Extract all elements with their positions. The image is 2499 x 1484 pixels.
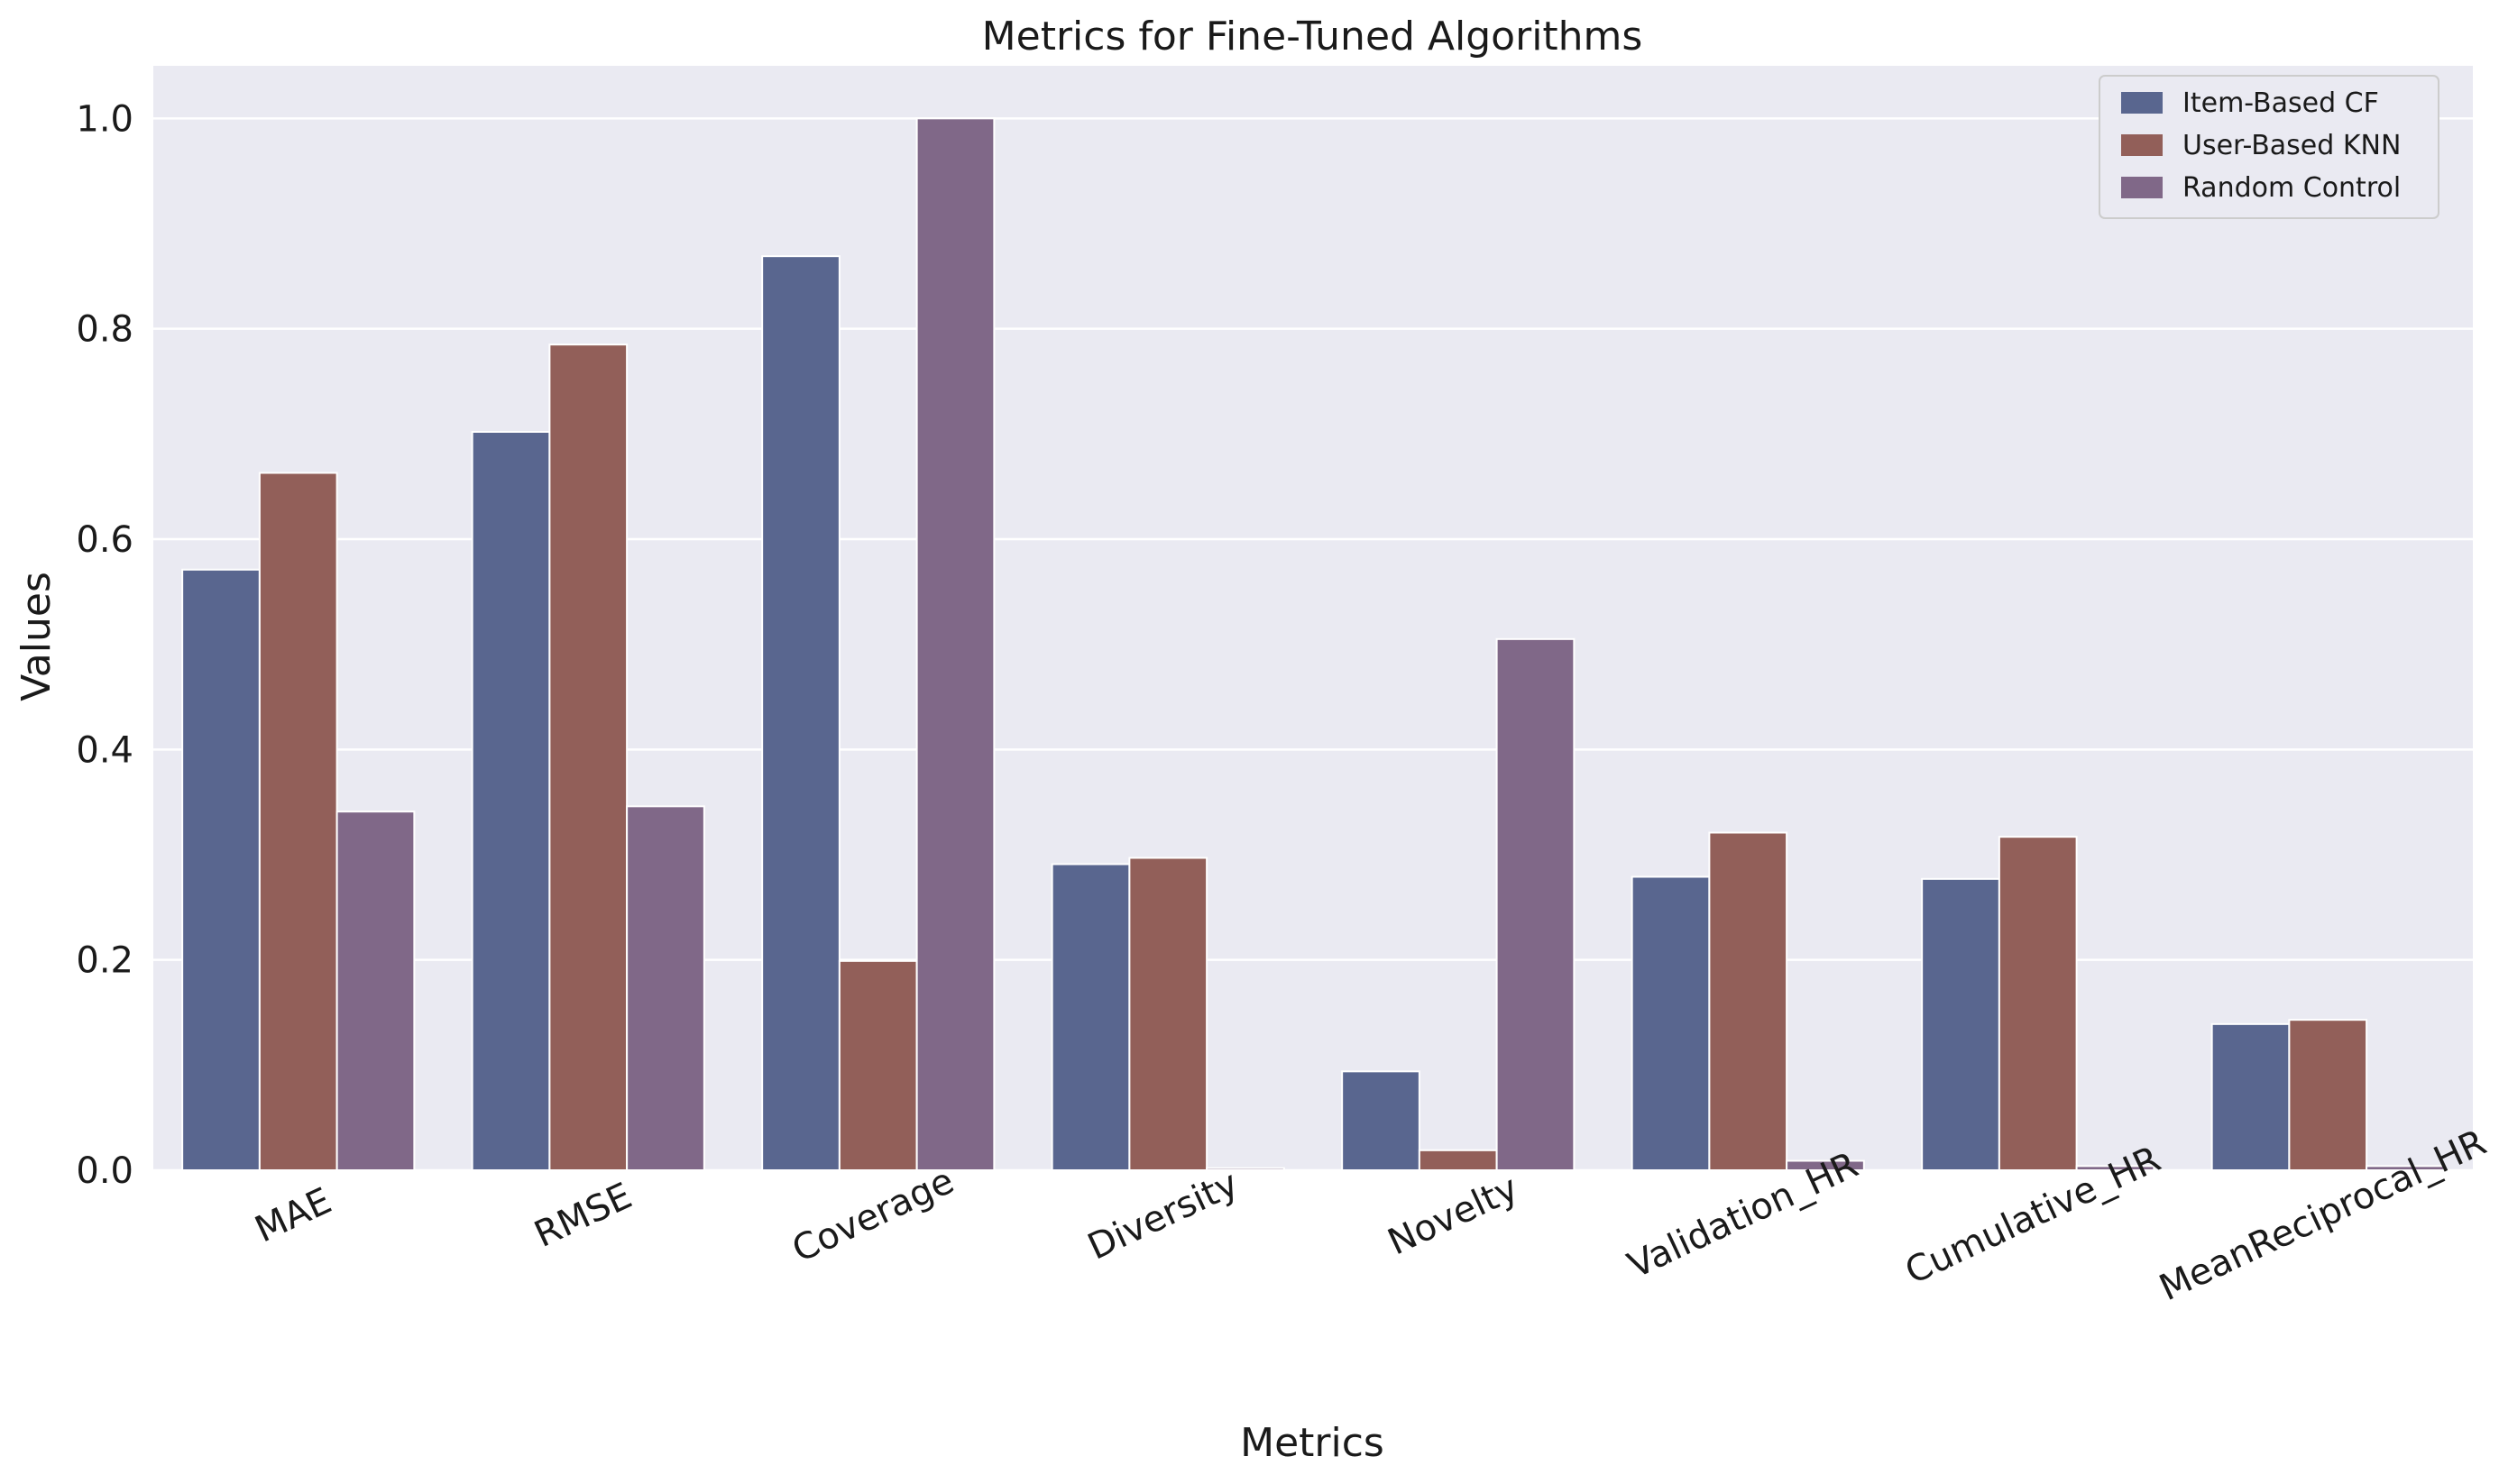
x-axis-label: Metrics xyxy=(1240,1420,1384,1466)
bar-user-based-knn-cumulative-hr xyxy=(1998,836,2078,1172)
bar-random-control-meanreciprocal-hr xyxy=(2366,1165,2445,1172)
bars xyxy=(181,117,2445,1172)
y-axis-label: Values xyxy=(14,572,60,701)
bar-user-based-knn-mae xyxy=(258,472,338,1171)
bar-item-based-cf-rmse xyxy=(471,431,551,1171)
x-tick-label: RMSE xyxy=(528,1176,639,1256)
bar-user-based-knn-diversity xyxy=(1128,857,1208,1171)
x-tick-label: Diversity xyxy=(1081,1163,1245,1269)
legend-swatch xyxy=(2121,134,2163,156)
legend: Item-Based CF User-Based KNN Random Contro… xyxy=(2099,75,2439,219)
bar-user-based-knn-meanreciprocal-hr xyxy=(2288,1019,2368,1171)
chart-title: Metrics for Fine-Tuned Algorithms xyxy=(982,14,1643,60)
bar-item-based-cf-diversity xyxy=(1051,863,1131,1171)
bar-user-based-knn-coverage xyxy=(838,959,918,1172)
x-tick-label: MAE xyxy=(249,1180,337,1251)
bar-user-based-knn-novelty xyxy=(1418,1149,1498,1172)
y-tick-label: 0.2 xyxy=(76,940,133,982)
bar-item-based-cf-meanreciprocal-hr xyxy=(2210,1022,2291,1172)
bar-random-control-rmse xyxy=(626,805,705,1171)
legend-box xyxy=(2099,75,2439,219)
bar-item-based-cf-validation-hr xyxy=(1631,875,1711,1171)
bar-user-based-knn-rmse xyxy=(548,344,629,1171)
bar-random-control-validation-hr xyxy=(1786,1159,1865,1171)
legend-swatch xyxy=(2121,92,2163,114)
y-tick-label: 0.6 xyxy=(76,519,133,561)
y-tick-labels: 0.0 0.2 0.4 0.6 0.8 1.0 xyxy=(76,98,133,1192)
bar-random-control-coverage xyxy=(915,117,996,1171)
legend-swatch xyxy=(2121,177,2163,198)
legend-label: Item-Based CF xyxy=(2182,87,2379,119)
bar-user-based-knn-validation-hr xyxy=(1708,831,1788,1171)
bar-random-control-mae xyxy=(335,811,416,1172)
bar-item-based-cf-coverage xyxy=(761,255,841,1171)
bar-item-based-cf-cumulative-hr xyxy=(1921,877,2000,1171)
x-tick-label: Coverage xyxy=(786,1160,960,1271)
y-tick-label: 0.0 xyxy=(76,1150,133,1192)
y-tick-label: 0.8 xyxy=(76,309,133,351)
bar-item-based-cf-mae xyxy=(181,568,261,1171)
y-tick-label: 0.4 xyxy=(76,729,133,771)
legend-label: Random Control xyxy=(2182,172,2401,204)
bar-random-control-diversity xyxy=(1206,1167,1285,1171)
bar-random-control-cumulative-hr xyxy=(2075,1165,2155,1172)
y-tick-label: 1.0 xyxy=(76,98,133,140)
bar-random-control-novelty xyxy=(1495,637,1576,1171)
x-tick-label: Novelty xyxy=(1382,1168,1524,1263)
legend-label: User-Based KNN xyxy=(2182,130,2401,161)
bar-item-based-cf-novelty xyxy=(1341,1070,1420,1172)
